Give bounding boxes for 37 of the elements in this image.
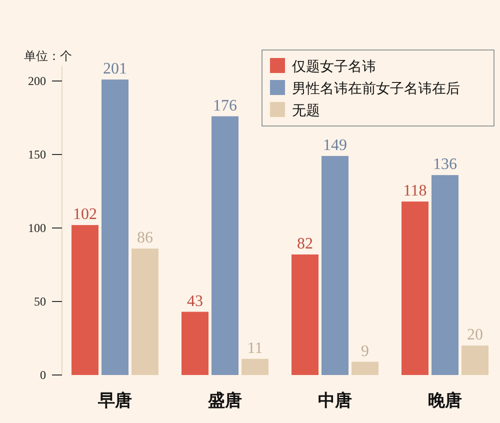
bar	[102, 80, 128, 375]
data-label: 11	[247, 340, 263, 357]
bar	[292, 254, 318, 375]
y-tick-label: 200	[28, 74, 46, 88]
data-label: 201	[103, 60, 127, 78]
data-label: 176	[213, 97, 237, 114]
bar	[182, 312, 208, 375]
data-label: 118	[403, 182, 427, 200]
bar	[352, 362, 378, 375]
legend-label: 仅题女子名讳	[292, 59, 376, 75]
bar	[242, 358, 268, 375]
bar	[72, 225, 98, 375]
data-label: 82	[297, 235, 313, 252]
bar	[322, 156, 348, 375]
bar	[212, 116, 238, 375]
legend-label: 男性名讳在前女子名讳在后	[292, 81, 460, 97]
x-tick-label: 盛唐	[207, 391, 242, 410]
y-tick-label: 100	[28, 221, 46, 235]
y-axis-title: 单位：个	[24, 49, 72, 63]
x-tick-label: 中唐	[318, 391, 352, 410]
bar	[462, 346, 488, 375]
bar	[432, 175, 458, 375]
data-label: 43	[187, 292, 203, 310]
legend-label: 无题	[292, 103, 320, 119]
y-tick-label: 0	[40, 368, 46, 382]
y-tick-label: 50	[34, 294, 46, 308]
data-label: 102	[73, 206, 97, 224]
y-tick-label: 150	[28, 148, 46, 162]
data-label: 149	[323, 136, 347, 154]
data-label: 86	[137, 230, 153, 247]
data-label: 9	[361, 342, 369, 360]
data-label: 20	[467, 326, 483, 344]
bar	[402, 202, 428, 375]
data-label: 136	[433, 156, 457, 174]
x-tick-label: 早唐	[97, 391, 132, 410]
x-tick-label: 晚唐	[428, 391, 462, 410]
bar	[132, 248, 158, 375]
